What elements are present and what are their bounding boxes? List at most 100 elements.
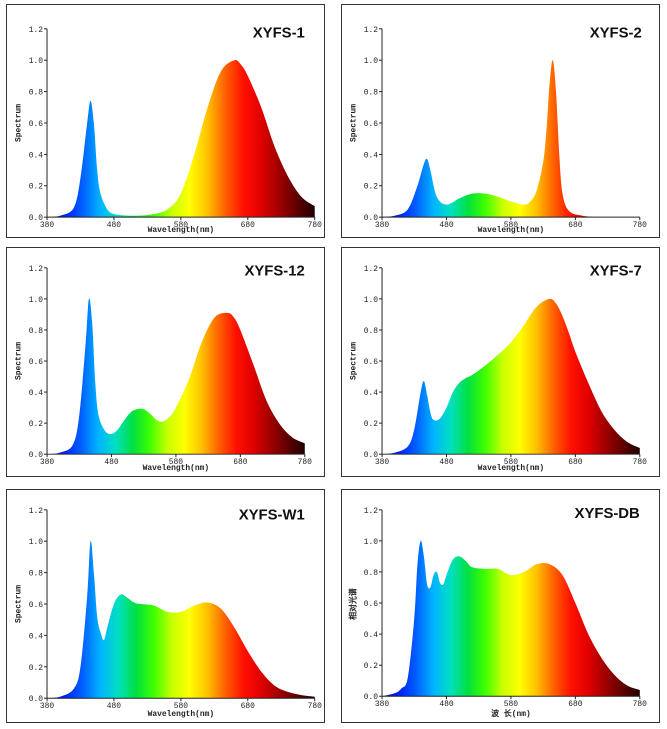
y-tick-label: 0.8 xyxy=(364,327,379,336)
y-tick-label: 1.0 xyxy=(364,296,379,305)
x-tick-label: 680 xyxy=(241,221,256,230)
y-tick-label: 1.2 xyxy=(29,265,44,274)
y-tick-label: 1.0 xyxy=(29,296,44,305)
x-tick-label: 380 xyxy=(375,221,390,230)
chart-title: XYFS-1 xyxy=(253,26,305,42)
chart-title: XYFS-2 xyxy=(590,26,642,42)
chart-svg-xyfs-1: XYFS-1 Wavelength(nm) Spectrum 0.0 0.2 0.4… xyxy=(14,26,323,235)
y-tick-label: 0.2 xyxy=(364,183,379,192)
y-tick-label: 1.2 xyxy=(364,265,379,274)
y-tick-label: 0.4 xyxy=(29,632,44,641)
y-tick-label: 0.6 xyxy=(29,120,44,129)
x-tick-label: 580 xyxy=(504,458,519,467)
x-tick-label: 480 xyxy=(107,221,122,230)
y-axis-label: Spectrum xyxy=(14,104,23,142)
y-tick-label: 1.0 xyxy=(364,57,379,66)
y-tick-label: 0.0 xyxy=(364,451,379,460)
chart-panel-xyfs-2: XYFS-2 Wavelength(nm) Spectrum 0.0 0.2 0.4… xyxy=(341,4,660,238)
y-tick-label: 1.0 xyxy=(364,538,379,547)
x-tick-label: 580 xyxy=(174,702,189,711)
chart-title: XYFS-12 xyxy=(244,264,304,280)
x-tick-label: 680 xyxy=(241,702,256,711)
x-tick-label: 780 xyxy=(633,221,648,230)
x-axis-label: Wavelength(nm) xyxy=(148,710,215,719)
chart-svg-xyfs-12: XYFS-12 Wavelength(nm) Spectrum 0.0 0.2 0.… xyxy=(14,264,313,473)
y-tick-label: 0.0 xyxy=(364,214,379,223)
y-tick-label: 1.0 xyxy=(29,538,44,547)
x-tick-label: 780 xyxy=(308,702,323,711)
y-tick-label: 0.6 xyxy=(364,120,379,129)
chart-svg-xyfs-w1: XYFS-W1 Wavelength(nm) Spectrum 0.0 0.2 0.… xyxy=(14,507,323,719)
x-tick-label: 380 xyxy=(40,458,55,467)
x-axis-label: Wavelength(nm) xyxy=(148,226,215,235)
x-tick-label: 380 xyxy=(40,702,55,711)
y-tick-label: 1.2 xyxy=(364,26,379,35)
x-tick-label: 380 xyxy=(375,458,390,467)
chart-panel-xyfs-w1: XYFS-W1 Wavelength(nm) Spectrum 0.0 0.2 0.… xyxy=(6,489,325,723)
y-tick-label: 0.0 xyxy=(29,214,44,223)
y-tick-label: 0.8 xyxy=(29,327,44,336)
x-axis-label: Wavelength(nm) xyxy=(478,464,545,473)
x-axis-label: 波 长(nm) xyxy=(491,708,531,719)
x-tick-label: 480 xyxy=(439,221,454,230)
spectrum-area xyxy=(382,60,640,218)
y-tick-label: 0.0 xyxy=(29,451,44,460)
y-tick-label: 1.0 xyxy=(29,57,44,66)
y-tick-label: 0.6 xyxy=(29,601,44,610)
y-tick-label: 0.4 xyxy=(29,151,44,160)
x-tick-label: 480 xyxy=(104,458,119,467)
chart-panel-xyfs-1: XYFS-1 Wavelength(nm) Spectrum 0.0 0.2 0.4… xyxy=(6,4,325,238)
y-axis-label: Spectrum xyxy=(349,342,358,380)
chart-title: XYFS-7 xyxy=(590,264,642,280)
x-tick-label: 780 xyxy=(308,221,323,230)
spectrum-area xyxy=(382,298,640,455)
x-tick-label: 380 xyxy=(40,221,55,230)
spectrum-area xyxy=(382,540,640,697)
spectrum-area xyxy=(47,59,315,218)
y-tick-label: 0.2 xyxy=(364,662,379,671)
y-tick-label: 0.6 xyxy=(364,600,379,609)
x-tick-label: 480 xyxy=(439,458,454,467)
y-tick-label: 0.2 xyxy=(29,420,44,429)
y-tick-label: 0.4 xyxy=(364,631,379,640)
x-tick-label: 780 xyxy=(633,458,648,467)
y-tick-label: 0.8 xyxy=(364,569,379,578)
chart-panel-xyfs-12: XYFS-12 Wavelength(nm) Spectrum 0.0 0.2 0.… xyxy=(6,247,325,477)
y-tick-label: 0.2 xyxy=(29,664,44,673)
x-tick-label: 580 xyxy=(504,700,519,709)
x-axis-label: Wavelength(nm) xyxy=(478,226,545,235)
x-tick-label: 680 xyxy=(568,458,583,467)
chart-title: XYFS-DB xyxy=(575,506,640,522)
y-tick-label: 0.8 xyxy=(29,570,44,579)
y-axis-label: Spectrum xyxy=(349,104,358,142)
chart-panel-xyfs-7: XYFS-7 Wavelength(nm) Spectrum 0.0 0.2 0.4… xyxy=(341,247,660,477)
x-tick-label: 780 xyxy=(298,458,313,467)
chart-svg-xyfs-7: XYFS-7 Wavelength(nm) Spectrum 0.0 0.2 0.4… xyxy=(349,264,648,473)
y-tick-label: 1.2 xyxy=(29,26,44,35)
y-tick-label: 0.6 xyxy=(364,358,379,367)
y-tick-label: 0.4 xyxy=(29,389,44,398)
x-tick-label: 580 xyxy=(174,221,189,230)
x-axis-label: Wavelength(nm) xyxy=(143,464,210,473)
y-tick-label: 0.2 xyxy=(364,420,379,429)
x-tick-label: 680 xyxy=(568,700,583,709)
x-tick-label: 480 xyxy=(439,700,454,709)
y-tick-label: 0.6 xyxy=(29,358,44,367)
y-tick-label: 0.0 xyxy=(29,695,44,704)
x-tick-label: 580 xyxy=(169,458,184,467)
x-tick-label: 480 xyxy=(107,702,122,711)
y-tick-label: 0.4 xyxy=(364,151,379,160)
y-tick-label: 0.2 xyxy=(29,183,44,192)
y-axis-label: Spectrum xyxy=(14,342,23,380)
spectrum-area xyxy=(47,298,305,455)
y-axis-label: 相对光谱 xyxy=(347,588,358,620)
y-tick-label: 0.8 xyxy=(364,89,379,98)
x-tick-label: 380 xyxy=(375,700,390,709)
y-tick-label: 0.4 xyxy=(364,389,379,398)
y-tick-label: 0.8 xyxy=(29,89,44,98)
x-tick-label: 680 xyxy=(568,221,583,230)
chart-svg-xyfs-2: XYFS-2 Wavelength(nm) Spectrum 0.0 0.2 0.4… xyxy=(349,26,648,235)
y-tick-label: 1.2 xyxy=(364,507,379,516)
spectrum-area xyxy=(47,540,315,699)
chart-panel-xyfs-db: XYFS-DB 波 长(nm) 相对光谱 0.0 0.2 0.4 0.6 0.8 1.0 1… xyxy=(341,489,660,723)
